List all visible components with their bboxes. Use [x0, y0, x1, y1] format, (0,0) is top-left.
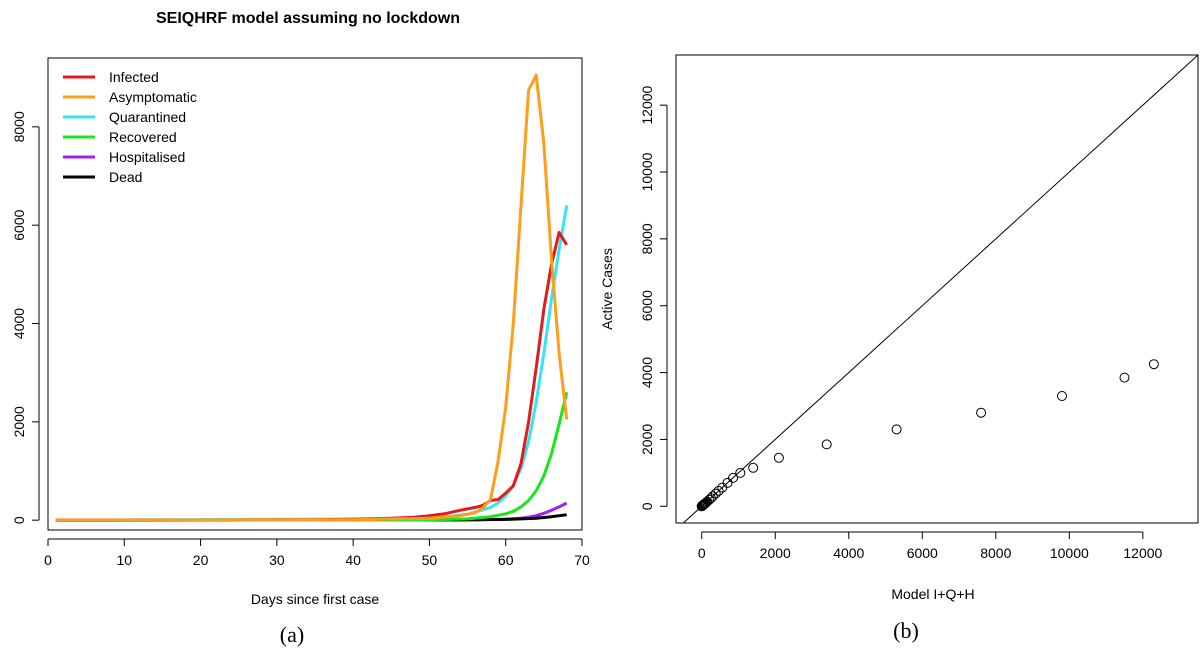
- panel-a-x-axis: 0 10 20 30 40 50 60 70: [44, 538, 590, 568]
- panel-a-y-tick-label: 0: [11, 516, 27, 524]
- scatter-point: [713, 485, 724, 496]
- panel-a-y-axis: 0 2000 4000 6000 8000: [11, 111, 40, 524]
- legend-label-quarantined: Quarantined: [109, 109, 186, 125]
- scatter-point: [728, 472, 738, 483]
- scatter-point: [773, 452, 784, 463]
- panel-b-x-axis: 0 2000 4000 6000 8000 10000 12000: [698, 531, 1163, 561]
- panel-a-y-tick-label: 8000: [11, 111, 27, 142]
- panel-b-points: [696, 359, 1159, 512]
- panel-a-y-tick-label: 4000: [11, 308, 27, 339]
- legend-label-infected: Infected: [109, 69, 159, 85]
- panel-b-y-axis: 0 2000 4000 6000 8000 10000 12000: [639, 85, 668, 510]
- legend-label-hospitalised: Hospitalised: [109, 149, 185, 165]
- scatter-point: [821, 439, 832, 450]
- panel-a-x-tick-label: 60: [498, 552, 514, 568]
- panel-b-x-tick-label: 12000: [1123, 545, 1162, 561]
- panel-a-x-tick-label: 30: [269, 552, 285, 568]
- panel-a-x-tick-label: 70: [574, 552, 590, 568]
- panel-b-x-tick-label: 6000: [907, 545, 938, 561]
- scatter-point: [1148, 359, 1159, 370]
- scatter-point: [748, 462, 759, 473]
- panel-b-x-tick-label: 4000: [833, 545, 864, 561]
- scatter-point: [704, 494, 715, 505]
- panel-a-x-tick-label: 50: [422, 552, 438, 568]
- panel-b-y-tick-label: 10000: [639, 152, 655, 191]
- series-line-recovered: [55, 391, 569, 522]
- panel-a-y-tick-label: 2000: [11, 406, 27, 437]
- panel-b-x-tick-label: 2000: [760, 545, 791, 561]
- panel-b-x-label: Model I+Q+H: [891, 586, 974, 602]
- panel-b-caption: (b): [893, 618, 919, 643]
- panel-a-line-chart: SEIQHRF model assuming no lockdown 0 10 20…: [11, 10, 590, 647]
- panel-b-y-tick-label: 4000: [639, 357, 655, 388]
- panel-a-legend: Infected Asymptomatic Quarantined Recovered…: [63, 69, 197, 185]
- series-line-asymptomatic: [55, 73, 569, 522]
- scatter-point: [700, 498, 711, 509]
- legend-label-dead: Dead: [109, 169, 142, 185]
- panel-b-x-tick-label: 8000: [980, 545, 1011, 561]
- scatter-point: [891, 424, 902, 435]
- panel-a-x-tick-label: 10: [116, 552, 132, 568]
- panel-b-y-tick-label: 0: [639, 502, 655, 510]
- panel-a-x-tick-label: 0: [44, 552, 52, 568]
- panel-a-plot-box: [47, 57, 583, 531]
- panel-b-plot-box: [675, 54, 1199, 524]
- panel-a-caption: (a): [280, 622, 304, 647]
- scatter-point: [710, 488, 721, 499]
- panel-a-y-tick-label: 6000: [11, 209, 27, 240]
- panel-a-x-tick-label: 20: [193, 552, 209, 568]
- legend-label-asymptomatic: Asymptomatic: [109, 89, 197, 105]
- panel-a-x-tick-label: 40: [345, 552, 361, 568]
- panel-b-y-label: Active Cases: [599, 248, 615, 330]
- scatter-point: [735, 467, 746, 478]
- series-line-dead: [55, 513, 567, 522]
- panel-b-y-tick-label: 2000: [639, 424, 655, 455]
- panel-b-x-tick-label: 10000: [1050, 545, 1089, 561]
- panel-a-x-label: Days since first case: [251, 591, 380, 607]
- scatter-point: [976, 407, 987, 418]
- scatter-point: [1119, 372, 1130, 383]
- series-line-infected: [55, 231, 568, 522]
- panel-b-scatter-chart: 0 2000 4000 6000 8000 10000 12000 0 2000 4000 600…: [599, 54, 1199, 643]
- legend-label-recovered: Recovered: [109, 129, 177, 145]
- panel-a-series-lines: [55, 73, 569, 522]
- panel-b-x-tick-label: 0: [698, 545, 706, 561]
- panel-b-y-tick-label: 6000: [639, 290, 655, 321]
- series-line-quarantined: [55, 205, 569, 522]
- scatter-point: [702, 496, 713, 507]
- panel-b-y-tick-label: 12000: [639, 85, 655, 124]
- panel-b-reference-line: [683, 54, 1199, 524]
- panel-a-title: SEIQHRF model assuming no lockdown: [156, 10, 460, 27]
- scatter-point: [1057, 391, 1067, 401]
- panel-b-y-tick-label: 8000: [639, 223, 655, 254]
- scatter-point: [707, 491, 718, 502]
- scatter-point: [722, 477, 733, 488]
